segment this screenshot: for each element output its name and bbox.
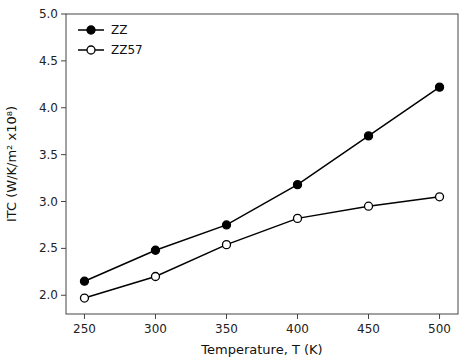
y-tick-label: 2.0 xyxy=(39,288,58,302)
x-tick xyxy=(226,314,227,319)
x-tick-label: 500 xyxy=(428,322,451,336)
x-tick-label: 450 xyxy=(357,322,380,336)
data-point xyxy=(80,277,88,285)
legend-label: ZZ57 xyxy=(111,43,143,57)
data-point xyxy=(294,214,302,222)
y-tick xyxy=(61,60,66,61)
y-tick xyxy=(61,154,66,155)
y-tick-label: 2.5 xyxy=(39,241,58,255)
data-point xyxy=(80,294,88,302)
x-tick-label: 250 xyxy=(73,322,96,336)
x-tick-label: 350 xyxy=(215,322,238,336)
x-tick-label: 300 xyxy=(144,322,167,336)
legend-marker xyxy=(87,46,95,54)
y-tick xyxy=(61,201,66,202)
data-point xyxy=(222,221,230,229)
data-point xyxy=(294,181,302,189)
plot-frame xyxy=(66,14,458,314)
y-tick-label: 4.0 xyxy=(39,101,58,115)
y-tick-label: 5.0 xyxy=(39,7,58,21)
x-tick xyxy=(297,314,298,319)
data-point xyxy=(365,132,373,140)
y-tick xyxy=(61,248,66,249)
series-line xyxy=(84,197,439,298)
x-axis-label: Temperature, T (K) xyxy=(200,342,322,357)
legend-marker xyxy=(87,26,95,34)
y-axis-label: ITC (W/K/m² x10⁸) xyxy=(4,106,19,222)
series-line xyxy=(84,87,439,281)
x-tick xyxy=(155,314,156,319)
data-point xyxy=(365,202,373,210)
data-point xyxy=(436,193,444,201)
x-tick xyxy=(84,314,85,319)
x-tick xyxy=(368,314,369,319)
legend-label: ZZ xyxy=(111,23,127,37)
y-tick-label: 4.5 xyxy=(39,54,58,68)
y-tick xyxy=(61,295,66,296)
chart: 250 300 350 400 450 500 2.0 2.5 3.0 3.5 4.0 4.5 5.0 T… xyxy=(0,0,474,364)
background xyxy=(0,0,474,364)
data-point xyxy=(151,273,159,281)
plot-area xyxy=(80,83,443,302)
y-tick-label: 3.0 xyxy=(39,195,58,209)
legend: ZZ ZZ57 xyxy=(78,23,143,57)
x-tick xyxy=(439,314,440,319)
data-point xyxy=(222,241,230,249)
y-tick-label: 3.5 xyxy=(39,148,58,162)
y-tick xyxy=(61,14,66,15)
y-tick xyxy=(61,107,66,108)
data-point xyxy=(436,83,444,91)
data-point xyxy=(151,246,159,254)
x-tick-label: 400 xyxy=(286,322,309,336)
